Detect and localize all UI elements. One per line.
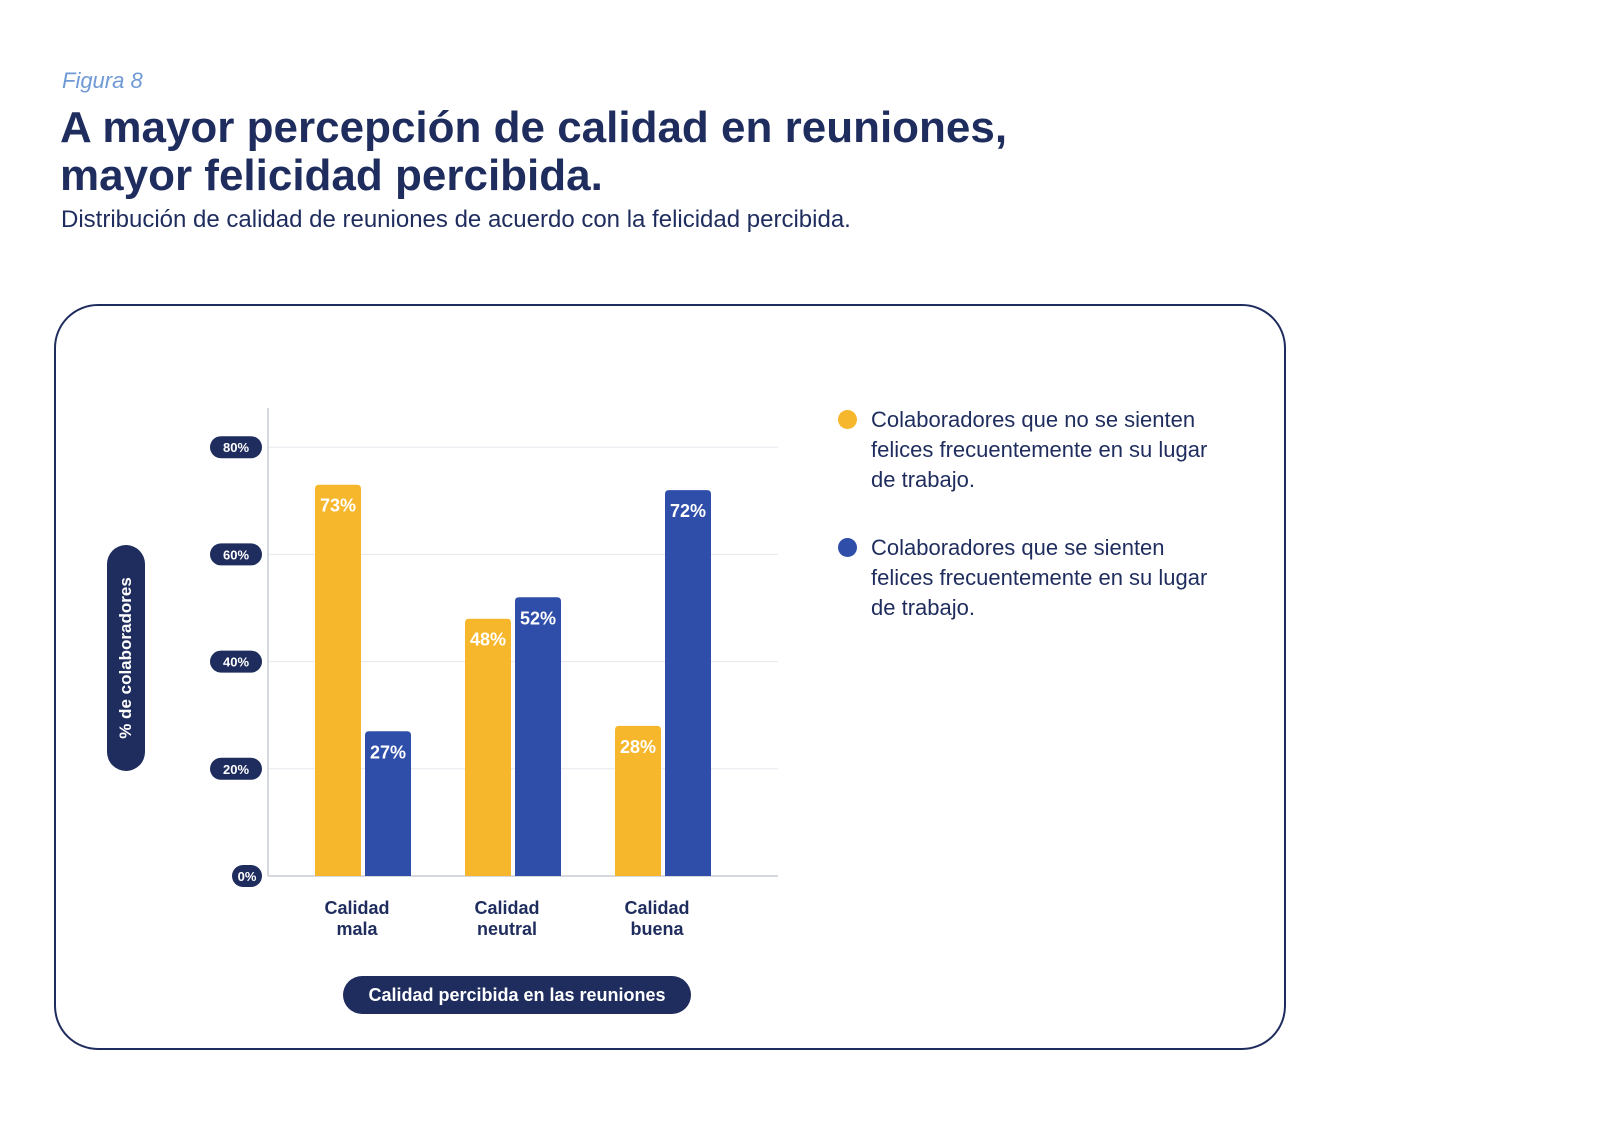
legend-line: felices frecuentemente en su lugar (871, 437, 1208, 462)
legend-item-not-happy: Colaboradores que no se sienten felices … (838, 405, 1238, 495)
legend-marker-happy (838, 538, 857, 557)
y-tick-pill (210, 650, 262, 673)
x-tick-label: mala (336, 919, 378, 939)
figure-label: Figura 8 (62, 68, 143, 93)
chart-card (54, 304, 1286, 1050)
x-tick-label: Calidad (474, 898, 539, 918)
bar-value-label: 27% (370, 742, 406, 762)
y-tick-pill (210, 757, 262, 780)
y-tick-label: 80% (223, 440, 249, 455)
y-axis-label-pill (107, 545, 145, 771)
title-line-1: A mayor percepción de calidad en reunion… (60, 103, 1008, 152)
bar-value-label: 48% (470, 630, 506, 650)
legend-label-happy: Colaboradores que se sienten felices fre… (871, 535, 1207, 620)
legend-marker-not-happy (838, 410, 857, 429)
bar-value-label: 52% (520, 608, 556, 628)
bar-not-happy (315, 484, 361, 876)
legend-line: felices frecuentemente en su lugar (871, 565, 1208, 590)
bar-not-happy (615, 725, 661, 876)
legend-line: Colaboradores que no se sienten (871, 407, 1196, 432)
bar-value-label: 72% (670, 501, 706, 521)
page-title: A mayor percepción de calidad en reunion… (60, 104, 1160, 200)
bar-happy (665, 490, 711, 876)
chart-legend: Colaboradores que no se sienten felices … (838, 405, 1238, 661)
legend-line: de trabajo. (871, 595, 975, 620)
title-line-2: mayor felicidad percibida. (60, 151, 603, 200)
x-tick-label: Calidad (324, 898, 389, 918)
x-tick-label: buena (630, 919, 684, 939)
x-axis-label: Calidad percibida en las reuniones (368, 984, 666, 1005)
y-tick-label: 20% (223, 762, 249, 777)
legend-item-happy: Colaboradores que se sienten felices fre… (838, 533, 1238, 623)
legend-label-not-happy: Colaboradores que no se sienten felices … (871, 407, 1207, 492)
bar-happy (365, 731, 411, 876)
y-tick-pill (210, 436, 262, 459)
y-tick-pill (210, 543, 262, 566)
y-tick-label: 40% (223, 655, 249, 670)
y-tick-label: 0% (238, 869, 257, 884)
bar-happy (515, 597, 561, 876)
y-tick-pill (232, 865, 262, 887)
x-axis-label-pill: Calidad percibida en las reuniones (343, 976, 691, 1014)
y-tick-label: 60% (223, 547, 249, 562)
legend-line: de trabajo. (871, 467, 975, 492)
x-tick-label: Calidad (624, 898, 689, 918)
x-tick-label: neutral (477, 919, 537, 939)
bar-not-happy (465, 618, 511, 876)
page-subtitle: Distribución de calidad de reuniones de … (61, 206, 851, 233)
bar-value-label: 73% (320, 496, 356, 516)
bar-value-label: 28% (620, 737, 656, 757)
legend-line: Colaboradores que se sienten (871, 535, 1165, 560)
